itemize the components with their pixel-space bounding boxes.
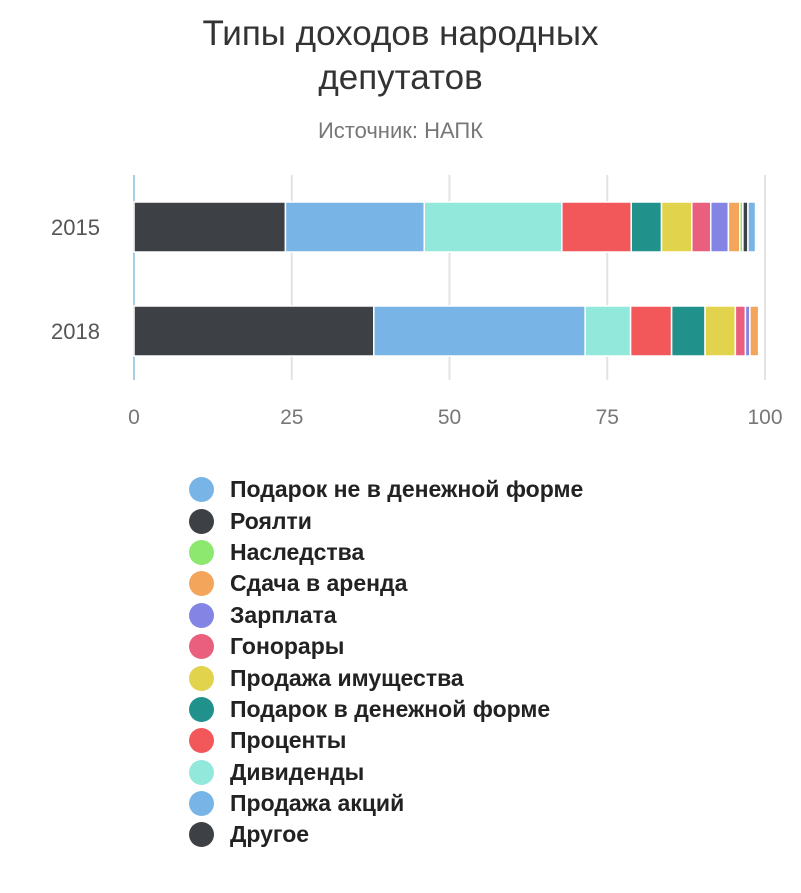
legend-item: Дивиденды bbox=[189, 757, 583, 788]
legend-swatch bbox=[189, 822, 214, 848]
bar-segment bbox=[747, 201, 757, 253]
legend-swatch bbox=[189, 508, 214, 534]
bar-segment bbox=[373, 305, 586, 357]
legend-label: Дивиденды bbox=[230, 758, 365, 785]
legend-item: Гонорары bbox=[189, 631, 583, 662]
legend-item: Другое bbox=[189, 819, 583, 850]
bar-segment bbox=[423, 201, 563, 253]
legend-swatch bbox=[189, 477, 214, 503]
legend-label: Роялти bbox=[230, 507, 312, 534]
chart-title: Типы доходов народных депутатов bbox=[0, 12, 801, 100]
legend-label: Зарплата bbox=[230, 601, 337, 628]
legend-label: Продажа акций bbox=[230, 790, 405, 817]
legend-swatch bbox=[189, 539, 214, 565]
bar-segment bbox=[561, 201, 632, 253]
bar-segment bbox=[284, 201, 426, 253]
legend-swatch bbox=[189, 696, 214, 722]
bar-segment bbox=[704, 305, 737, 357]
legend-item: Проценты bbox=[189, 725, 583, 756]
bar-chart: 0 25 50 75 100 2015 2018 bbox=[51, 175, 783, 429]
legend-swatch bbox=[189, 634, 214, 660]
x-tick-label: 50 bbox=[438, 406, 461, 429]
bar-segment bbox=[660, 201, 693, 253]
legend-swatch bbox=[189, 602, 214, 628]
legend-item: Сдача в аренда bbox=[189, 568, 583, 599]
bar-segment bbox=[742, 201, 749, 253]
y-category-label: 2015 bbox=[51, 215, 100, 240]
legend-label: Другое bbox=[230, 821, 310, 848]
legend-label: Сдача в аренда bbox=[230, 570, 408, 597]
legend-label: Гонорары bbox=[230, 633, 345, 660]
bar-segment bbox=[691, 201, 712, 253]
bar-segment bbox=[133, 201, 287, 253]
bar-segment bbox=[670, 305, 706, 357]
bar-segment bbox=[709, 201, 730, 253]
legend-swatch bbox=[189, 665, 214, 691]
chart-subtitle: Источник: НАПК bbox=[317, 118, 484, 143]
bar-segment bbox=[727, 201, 741, 253]
bar-segment bbox=[629, 305, 673, 357]
chart-title-text: Типы доходов народных депутатов bbox=[202, 14, 599, 97]
legend-swatch bbox=[189, 791, 214, 817]
y-category-label: 2018 bbox=[51, 319, 100, 344]
legend-swatch bbox=[189, 571, 214, 597]
legend-item: Наследства bbox=[189, 537, 583, 568]
bar-segment bbox=[630, 201, 663, 253]
legend-item: Продажа акций bbox=[189, 788, 583, 819]
legend-label: Подарок не в денежной форме bbox=[230, 476, 584, 503]
legend-swatch bbox=[189, 728, 214, 754]
legend-item: Подарок в денежной форме bbox=[189, 694, 583, 725]
x-tick-label: 0 bbox=[128, 406, 140, 429]
legend-label: Подарок в денежной форме bbox=[230, 695, 551, 722]
chart-legend: Подарок не в денежной форме Роялти Наследс… bbox=[189, 474, 583, 851]
legend-swatch bbox=[189, 759, 214, 785]
legend-label: Проценты bbox=[230, 727, 347, 754]
legend-item: Роялти bbox=[189, 505, 583, 536]
bar-segment bbox=[759, 305, 762, 357]
legend-item: Зарплата bbox=[189, 600, 583, 631]
x-tick-label: 75 bbox=[596, 406, 619, 429]
bar-segment bbox=[734, 305, 747, 357]
bar-segment bbox=[133, 305, 375, 357]
x-tick-label: 100 bbox=[747, 406, 782, 429]
x-tick-label: 25 bbox=[280, 406, 303, 429]
legend-item: Продажа имущества bbox=[189, 662, 583, 693]
legend-item: Подарок не в денежной форме bbox=[189, 474, 583, 505]
bar-segment bbox=[749, 305, 760, 357]
bar-segment bbox=[584, 305, 632, 357]
legend-label: Продажа имущества bbox=[230, 664, 464, 691]
legend-label: Наследства bbox=[230, 538, 365, 565]
